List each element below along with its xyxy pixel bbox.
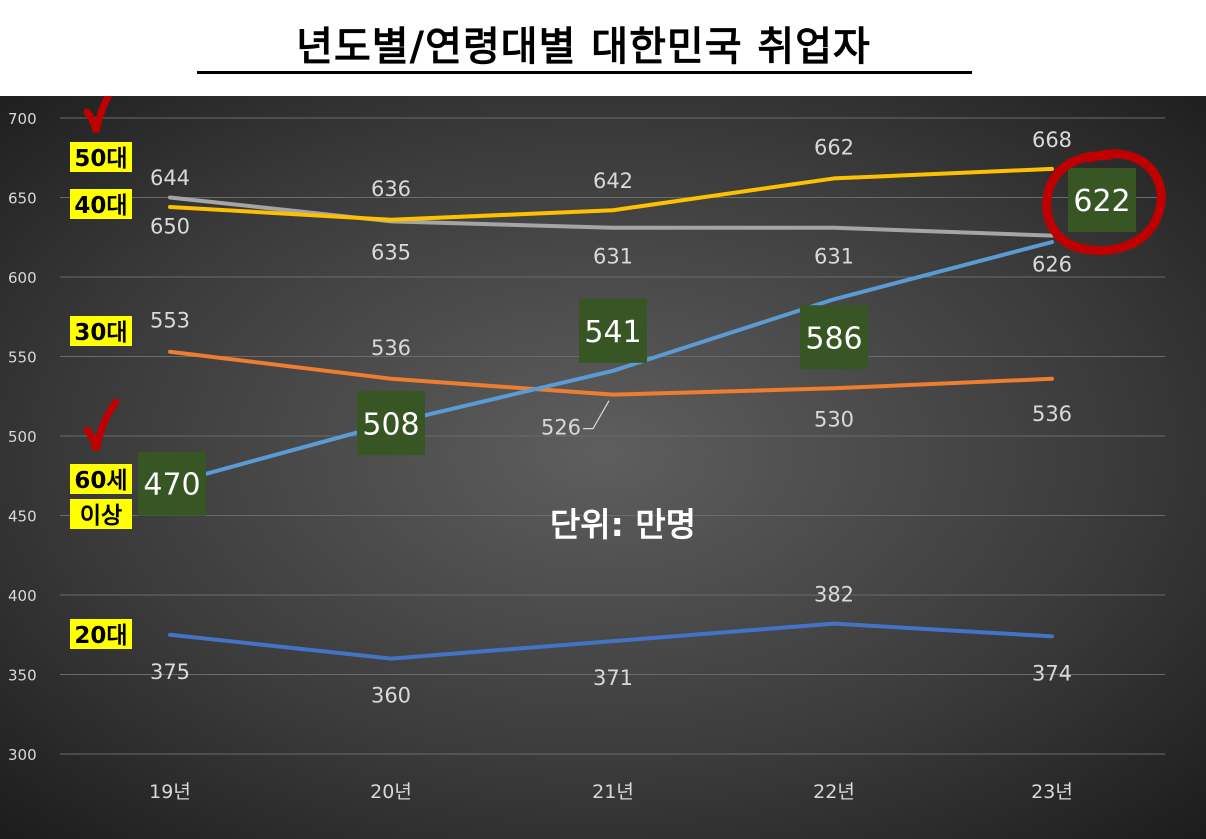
data-label: 650 bbox=[150, 215, 190, 239]
series-label-highlight bbox=[70, 142, 132, 172]
series-line-3 bbox=[168, 240, 1054, 486]
unit-note: 단위: 만명 bbox=[550, 505, 696, 544]
data-label: 470 bbox=[143, 468, 200, 503]
series-label-highlight bbox=[70, 619, 132, 649]
series-line-4 bbox=[168, 621, 1054, 661]
data-label: 374 bbox=[1032, 661, 1072, 685]
data-label: 382 bbox=[814, 583, 854, 607]
series-line-2 bbox=[168, 349, 1054, 397]
data-label: 536 bbox=[1032, 402, 1072, 426]
data-labels: 650 635 631 631 626 644 636 642 662 668 553 536 526 5… bbox=[138, 128, 1136, 708]
y-tick-label: 300 bbox=[8, 746, 37, 764]
series-label-highlight bbox=[70, 464, 132, 494]
title-underline bbox=[197, 71, 972, 74]
data-label: 586 bbox=[805, 321, 862, 356]
data-label-box bbox=[357, 391, 425, 456]
highlight-circle bbox=[1042, 149, 1166, 256]
checkmark-icon bbox=[83, 398, 120, 451]
x-tick-label: 20년 bbox=[370, 781, 412, 803]
series-label-highlight bbox=[70, 189, 132, 219]
data-label: 622 bbox=[1073, 184, 1130, 219]
line-chart: 300 350 400 450 500 550 600 650 700 19년 20년 21년 22년… bbox=[0, 96, 1206, 839]
data-label: 636 bbox=[371, 177, 411, 201]
series-name-label: 50대 bbox=[74, 146, 127, 172]
data-label: 375 bbox=[150, 660, 190, 684]
series-name-label: 40대 bbox=[74, 193, 127, 219]
data-label: 668 bbox=[1032, 128, 1072, 152]
series-name-label: 이상 bbox=[80, 503, 122, 529]
y-tick-label: 500 bbox=[8, 428, 37, 446]
y-tick-label: 650 bbox=[8, 190, 37, 208]
y-tick-label: 700 bbox=[8, 110, 37, 128]
data-label-box bbox=[1068, 168, 1136, 233]
data-label: 644 bbox=[150, 166, 190, 190]
data-label: 371 bbox=[593, 666, 633, 690]
data-label: 360 bbox=[371, 684, 411, 708]
x-tick-label: 22년 bbox=[813, 781, 855, 803]
leader-line bbox=[583, 400, 610, 430]
x-axis-ticks: 19년 20년 21년 22년 23년 bbox=[149, 781, 1073, 803]
data-label-box bbox=[800, 305, 868, 370]
series-name-label: 30대 bbox=[74, 320, 127, 346]
annotations bbox=[83, 96, 1166, 451]
series-line-1 bbox=[168, 166, 1054, 222]
data-label: 642 bbox=[593, 169, 633, 193]
y-tick-label: 400 bbox=[8, 587, 37, 605]
data-label: 631 bbox=[593, 245, 633, 269]
x-tick-label: 23년 bbox=[1031, 781, 1073, 803]
y-axis-ticks: 300 350 400 450 500 550 600 650 700 bbox=[8, 110, 37, 764]
data-label: 662 bbox=[814, 135, 854, 159]
y-tick-label: 450 bbox=[8, 508, 37, 526]
data-label: 526 bbox=[541, 416, 581, 440]
data-label: 626 bbox=[1032, 253, 1072, 277]
series-line-0 bbox=[168, 195, 1054, 238]
data-label: 553 bbox=[150, 309, 190, 333]
series-label-highlight bbox=[70, 316, 132, 346]
series-label-highlight bbox=[70, 499, 132, 529]
series-lines bbox=[168, 166, 1054, 661]
series-name-label: 20대 bbox=[74, 623, 127, 649]
data-label: 530 bbox=[814, 407, 854, 431]
data-label-box bbox=[579, 298, 647, 363]
y-tick-label: 550 bbox=[8, 349, 37, 367]
page-title: 년도별/연령대별 대한민국 취업자 bbox=[296, 24, 871, 70]
checkmark-icon bbox=[83, 96, 113, 133]
data-label: 631 bbox=[814, 245, 854, 269]
data-label: 536 bbox=[371, 336, 411, 360]
y-tick-label: 600 bbox=[8, 269, 37, 287]
data-label-box bbox=[138, 451, 206, 516]
x-tick-label: 19년 bbox=[149, 781, 191, 803]
data-label: 635 bbox=[371, 240, 411, 264]
data-label: 508 bbox=[362, 407, 419, 442]
series-name-label: 60세 bbox=[74, 468, 127, 494]
data-label: 541 bbox=[584, 315, 641, 350]
x-tick-label: 21년 bbox=[592, 781, 634, 803]
y-tick-label: 350 bbox=[8, 667, 37, 685]
